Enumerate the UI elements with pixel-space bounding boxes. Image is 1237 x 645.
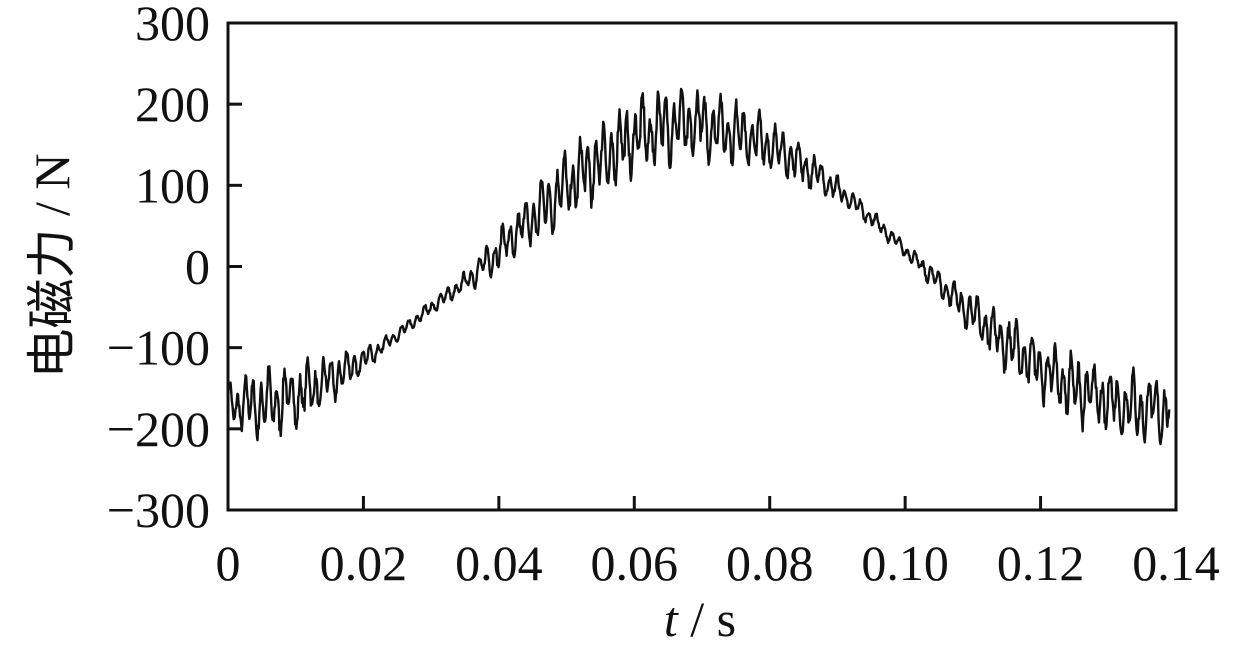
x-tick-label: 0.02 [320, 535, 408, 591]
y-tick-label: 100 [135, 157, 210, 213]
x-axis-title: t / s [664, 591, 736, 645]
x-tick-label: 0.04 [455, 535, 543, 591]
y-tick-label: 200 [135, 76, 210, 132]
x-tick-label: 0.10 [861, 535, 949, 591]
y-tick-label: −100 [107, 320, 210, 376]
y-tick-label: 0 [185, 239, 210, 295]
x-tick-label: 0.12 [997, 535, 1085, 591]
axis-ticks [226, 21, 1178, 512]
x-tick-label: 0.06 [591, 535, 679, 591]
x-tick-label: 0 [216, 535, 241, 591]
y-tick-label: −300 [107, 482, 210, 538]
y-tick-labels: 300 200 100 0 −100 −200 −300 [107, 0, 210, 538]
y-axis-title: 电磁力 / N [24, 154, 80, 379]
y-tick-label: 300 [135, 0, 210, 51]
x-tick-label: 0.14 [1132, 535, 1220, 591]
plot-frame [226, 21, 1178, 512]
y-tick-label: −200 [107, 401, 210, 457]
force-trace-line [226, 87, 1171, 446]
x-tick-label: 0.08 [726, 535, 814, 591]
x-tick-labels: 0 0.02 0.04 0.06 0.08 0.10 0.12 0.14 [216, 535, 1220, 591]
